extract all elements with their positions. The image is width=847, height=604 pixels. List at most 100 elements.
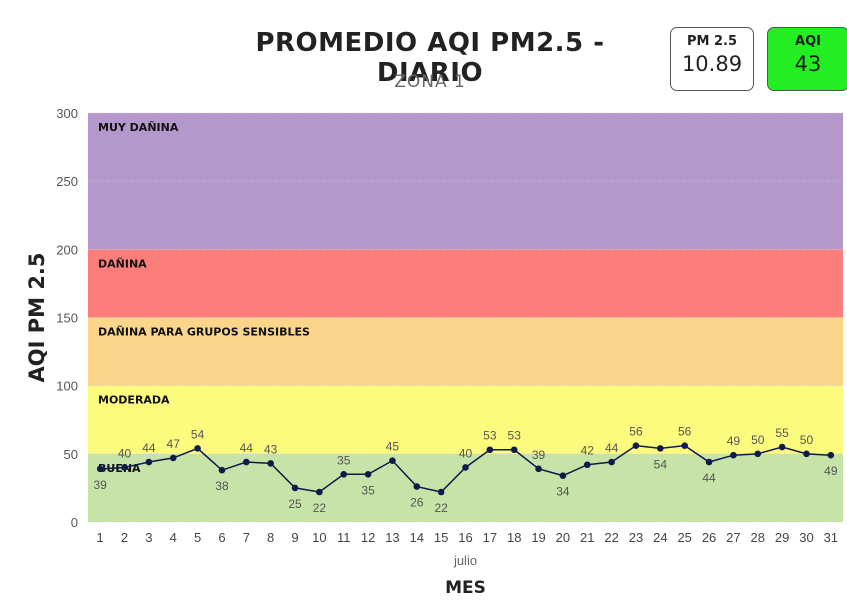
data-point xyxy=(632,442,640,449)
data-point xyxy=(754,450,762,458)
data-label: 35 xyxy=(361,483,375,497)
data-point xyxy=(730,451,737,459)
data-label: 55 xyxy=(775,426,789,440)
chart-subtitle: ZONA 1 xyxy=(394,72,466,92)
y-tick-label: 100 xyxy=(56,379,78,394)
aqi-kpi-label: AQI xyxy=(795,34,821,49)
data-point xyxy=(705,458,713,466)
data-label: 56 xyxy=(629,425,643,439)
x-tick-label: 5 xyxy=(194,530,201,545)
x-tick-label: 23 xyxy=(629,530,643,545)
band-label-4: MUY DAÑINA xyxy=(98,121,179,134)
x-tick-label: 8 xyxy=(267,530,274,545)
x-tick-label: 20 xyxy=(556,530,570,545)
data-point xyxy=(583,461,591,469)
x-tick-label: 7 xyxy=(243,530,250,545)
data-label: 54 xyxy=(654,457,668,471)
data-label: 49 xyxy=(824,464,838,478)
data-label: 44 xyxy=(142,441,156,455)
data-label: 44 xyxy=(240,441,254,455)
x-group-label: julio xyxy=(453,553,477,568)
data-point xyxy=(96,465,104,473)
data-label: 25 xyxy=(288,497,302,511)
pm25-kpi-value: 10.89 xyxy=(681,52,743,76)
chart-title: PROMEDIO AQI PM2.5 - DIARIO xyxy=(255,28,605,88)
data-point xyxy=(510,446,518,454)
band-label-1: MODERADA xyxy=(98,394,170,407)
x-tick-label: 25 xyxy=(677,530,691,545)
aqi-band-1 xyxy=(88,385,843,454)
x-tick-label: 19 xyxy=(531,530,545,545)
x-tick-label: 4 xyxy=(170,530,177,545)
data-label: 22 xyxy=(313,501,327,515)
data-label: 54 xyxy=(191,427,205,441)
aqi-band-2 xyxy=(88,317,843,386)
x-tick-label: 17 xyxy=(483,530,497,545)
data-label: 56 xyxy=(678,425,692,439)
y-tick-label: 250 xyxy=(56,174,78,189)
pm25-kpi-label: PM 2.5 xyxy=(686,34,738,49)
data-point xyxy=(608,458,615,466)
data-point xyxy=(486,446,494,454)
x-tick-label: 29 xyxy=(775,530,789,545)
data-label: 40 xyxy=(118,446,132,460)
x-tick-label: 21 xyxy=(580,530,594,545)
x-tick-label: 16 xyxy=(458,530,472,545)
data-point xyxy=(681,442,688,449)
data-point xyxy=(803,450,810,458)
data-label: 26 xyxy=(410,496,424,510)
data-label: 53 xyxy=(483,429,497,443)
x-tick-label: 1 xyxy=(97,530,104,545)
y-tick-label: 300 xyxy=(56,106,78,121)
data-point xyxy=(194,445,201,452)
data-point xyxy=(340,470,348,478)
aqi-band-3 xyxy=(88,249,843,318)
data-point xyxy=(145,458,153,466)
x-tick-label: 14 xyxy=(410,530,424,545)
data-label: 53 xyxy=(508,429,522,443)
data-label: 44 xyxy=(702,471,716,485)
x-tick-label: 26 xyxy=(702,530,716,545)
data-point xyxy=(316,488,323,496)
data-point xyxy=(778,443,786,451)
y-axis-title: AQI PM 2.5 xyxy=(25,252,49,382)
data-point xyxy=(121,464,128,471)
x-tick-label: 13 xyxy=(385,530,399,545)
x-axis-title: MES xyxy=(445,578,486,598)
data-label: 47 xyxy=(167,437,181,451)
x-tick-label: 22 xyxy=(604,530,618,545)
data-point xyxy=(827,451,835,459)
data-point xyxy=(413,483,421,490)
aqi-band-0 xyxy=(88,453,843,522)
x-tick-label: 24 xyxy=(653,530,667,545)
data-point xyxy=(437,488,445,496)
y-tick-label: 50 xyxy=(64,447,78,462)
x-tick-label: 9 xyxy=(291,530,298,545)
y-tick-label: 0 xyxy=(71,515,78,530)
x-tick-label: 3 xyxy=(145,530,152,545)
data-label: 43 xyxy=(264,442,278,456)
x-tick-label: 12 xyxy=(361,530,375,545)
aqi-kpi-value: 43 xyxy=(794,52,822,76)
x-tick-label: 15 xyxy=(434,530,448,545)
x-tick-label: 27 xyxy=(726,530,740,545)
data-point xyxy=(243,458,250,466)
data-label: 49 xyxy=(727,434,741,448)
data-label: 39 xyxy=(532,448,546,462)
data-point xyxy=(291,484,299,492)
x-tick-label: 28 xyxy=(751,530,765,545)
y-tick-label: 150 xyxy=(56,311,78,326)
data-label: 45 xyxy=(386,440,400,454)
pm25-kpi-card: PM 2.5 10.89 xyxy=(670,27,754,91)
aqi-kpi-card: AQI 43 xyxy=(767,27,847,91)
data-label: 22 xyxy=(434,501,448,515)
band-label-3: DAÑINA xyxy=(98,257,147,270)
data-label: 38 xyxy=(215,479,229,493)
data-label: 39 xyxy=(93,478,107,492)
data-point xyxy=(169,454,177,462)
x-tick-label: 2 xyxy=(121,530,128,545)
data-label: 35 xyxy=(337,453,351,467)
x-tick-label: 31 xyxy=(824,530,838,545)
x-tick-label: 30 xyxy=(799,530,813,545)
